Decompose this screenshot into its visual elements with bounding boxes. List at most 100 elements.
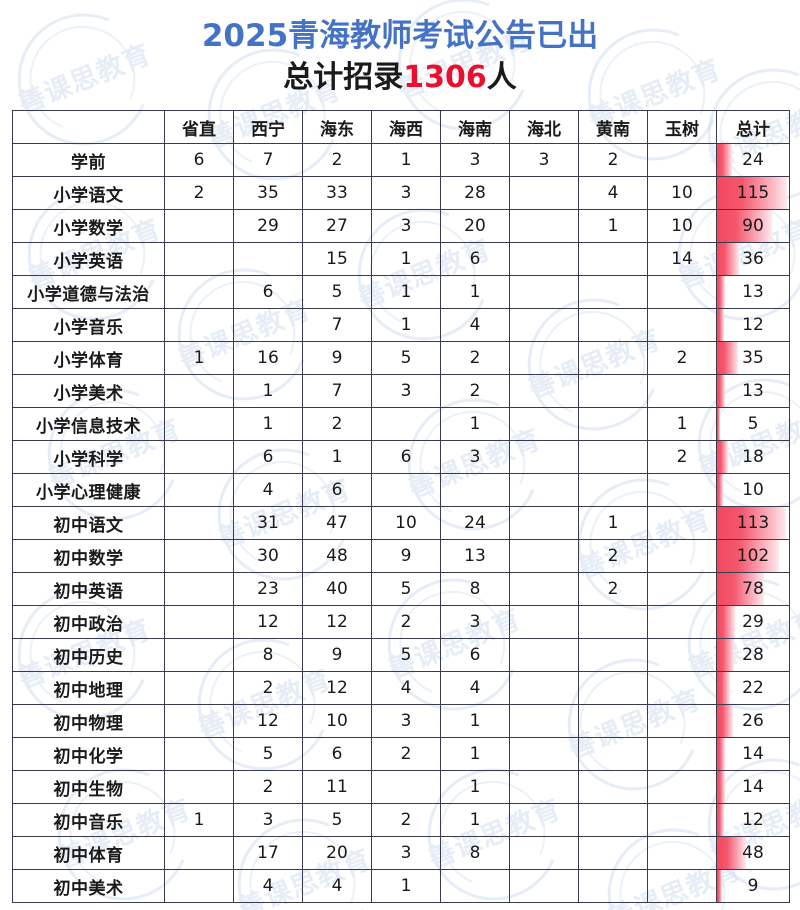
total-cell: 12 [716, 308, 790, 342]
data-cell [509, 242, 579, 276]
total-value: 36 [742, 249, 764, 269]
data-cell [164, 275, 234, 309]
data-cell: 1 [164, 803, 234, 837]
data-bar [717, 672, 731, 704]
data-cell: 3 [371, 209, 441, 243]
data-cell: 2 [233, 671, 303, 705]
data-cell [509, 539, 579, 573]
column-header-4: 海西 [371, 110, 441, 144]
data-cell: 9 [302, 638, 372, 672]
data-cell [509, 671, 579, 705]
data-cell: 2 [302, 143, 372, 177]
data-cell: 3 [233, 803, 303, 837]
total-cell: 26 [716, 704, 790, 738]
data-cell [509, 605, 579, 639]
data-bar [717, 342, 739, 374]
data-cell [509, 374, 579, 408]
data-cell: 5 [233, 737, 303, 771]
data-cell [164, 242, 234, 276]
row-label: 初中政治 [12, 605, 165, 639]
total-cell: 10 [716, 473, 790, 507]
data-cell: 11 [302, 770, 372, 804]
table-row: 初中生物 2 11 1 14 [12, 770, 790, 804]
data-cell: 3 [371, 374, 441, 408]
data-cell [164, 572, 234, 606]
title-prefix: 总计招录 [283, 60, 404, 95]
data-cell [509, 407, 579, 441]
total-value: 102 [736, 546, 770, 566]
total-cell: 9 [716, 869, 790, 903]
data-cell: 20 [440, 209, 510, 243]
data-cell: 7 [302, 374, 372, 408]
data-bar [717, 771, 726, 803]
data-cell: 28 [440, 176, 510, 210]
total-cell: 5 [716, 407, 790, 441]
data-cell [578, 836, 648, 870]
table-row: 初中化学 5 6 2 1 14 [12, 737, 790, 771]
title-suffix: 人 [486, 60, 517, 95]
table-row: 小学信息技术 1 2 1 1 5 [12, 407, 790, 441]
data-cell: 48 [302, 539, 372, 573]
row-label: 小学英语 [12, 242, 165, 276]
table-row: 初中政治 12 12 2 3 29 [12, 605, 790, 639]
data-cell [509, 473, 579, 507]
total-value: 78 [742, 579, 764, 599]
data-cell: 30 [233, 539, 303, 573]
data-cell: 13 [440, 539, 510, 573]
data-cell: 1 [440, 803, 510, 837]
total-value: 24 [742, 150, 764, 170]
data-cell: 33 [302, 176, 372, 210]
data-cell: 10 [647, 209, 717, 243]
data-cell: 6 [371, 440, 441, 474]
total-cell: 78 [716, 572, 790, 606]
data-cell: 1 [302, 440, 372, 474]
data-cell [509, 275, 579, 309]
total-value: 14 [742, 777, 764, 797]
column-header-6: 海北 [509, 110, 579, 144]
data-cell: 1 [440, 275, 510, 309]
data-cell [509, 506, 579, 540]
table-row: 初中英语 23 40 5 8 2 78 [12, 572, 790, 606]
data-cell [509, 836, 579, 870]
row-label: 初中地理 [12, 671, 165, 705]
data-bar [717, 573, 765, 605]
data-cell: 4 [233, 473, 303, 507]
data-cell: 4 [371, 671, 441, 705]
total-value: 13 [742, 282, 764, 302]
total-value: 29 [742, 612, 764, 632]
total-cell: 36 [716, 242, 790, 276]
total-cell: 48 [716, 836, 790, 870]
column-header-1: 省直 [164, 110, 234, 144]
table-row: 学前 6 7 2 1 3 3 2 24 [12, 143, 790, 177]
column-header-7: 黄南 [578, 110, 648, 144]
data-cell: 1 [440, 737, 510, 771]
data-cell: 5 [371, 638, 441, 672]
data-cell [647, 308, 717, 342]
data-cell: 1 [440, 770, 510, 804]
data-bar [717, 210, 772, 242]
data-cell: 3 [371, 704, 441, 738]
table-row: 小学体育 1 16 9 5 2 2 35 [12, 341, 790, 375]
data-cell: 12 [233, 704, 303, 738]
data-cell [233, 242, 303, 276]
table-container: 省直 西宁 海东 海西 海南 海北 黄南 玉树 总计 学前 6 7 2 1 3 3 2 24 小学语文 2 35 33 3… [12, 110, 790, 903]
data-cell [371, 407, 441, 441]
data-cell: 2 [647, 341, 717, 375]
data-bar [717, 705, 733, 737]
data-cell: 1 [371, 275, 441, 309]
data-cell [509, 770, 579, 804]
data-bar [717, 408, 721, 440]
column-header-8: 玉树 [647, 110, 717, 144]
data-cell [164, 737, 234, 771]
data-cell: 1 [440, 407, 510, 441]
data-cell [164, 374, 234, 408]
data-cell [578, 407, 648, 441]
data-cell: 1 [440, 704, 510, 738]
data-cell [578, 473, 648, 507]
data-cell: 5 [302, 275, 372, 309]
data-cell: 10 [647, 176, 717, 210]
row-label: 小学心理健康 [12, 473, 165, 507]
table-row: 初中语文 31 47 10 24 1 113 [12, 506, 790, 540]
data-cell: 24 [440, 506, 510, 540]
data-cell [578, 242, 648, 276]
